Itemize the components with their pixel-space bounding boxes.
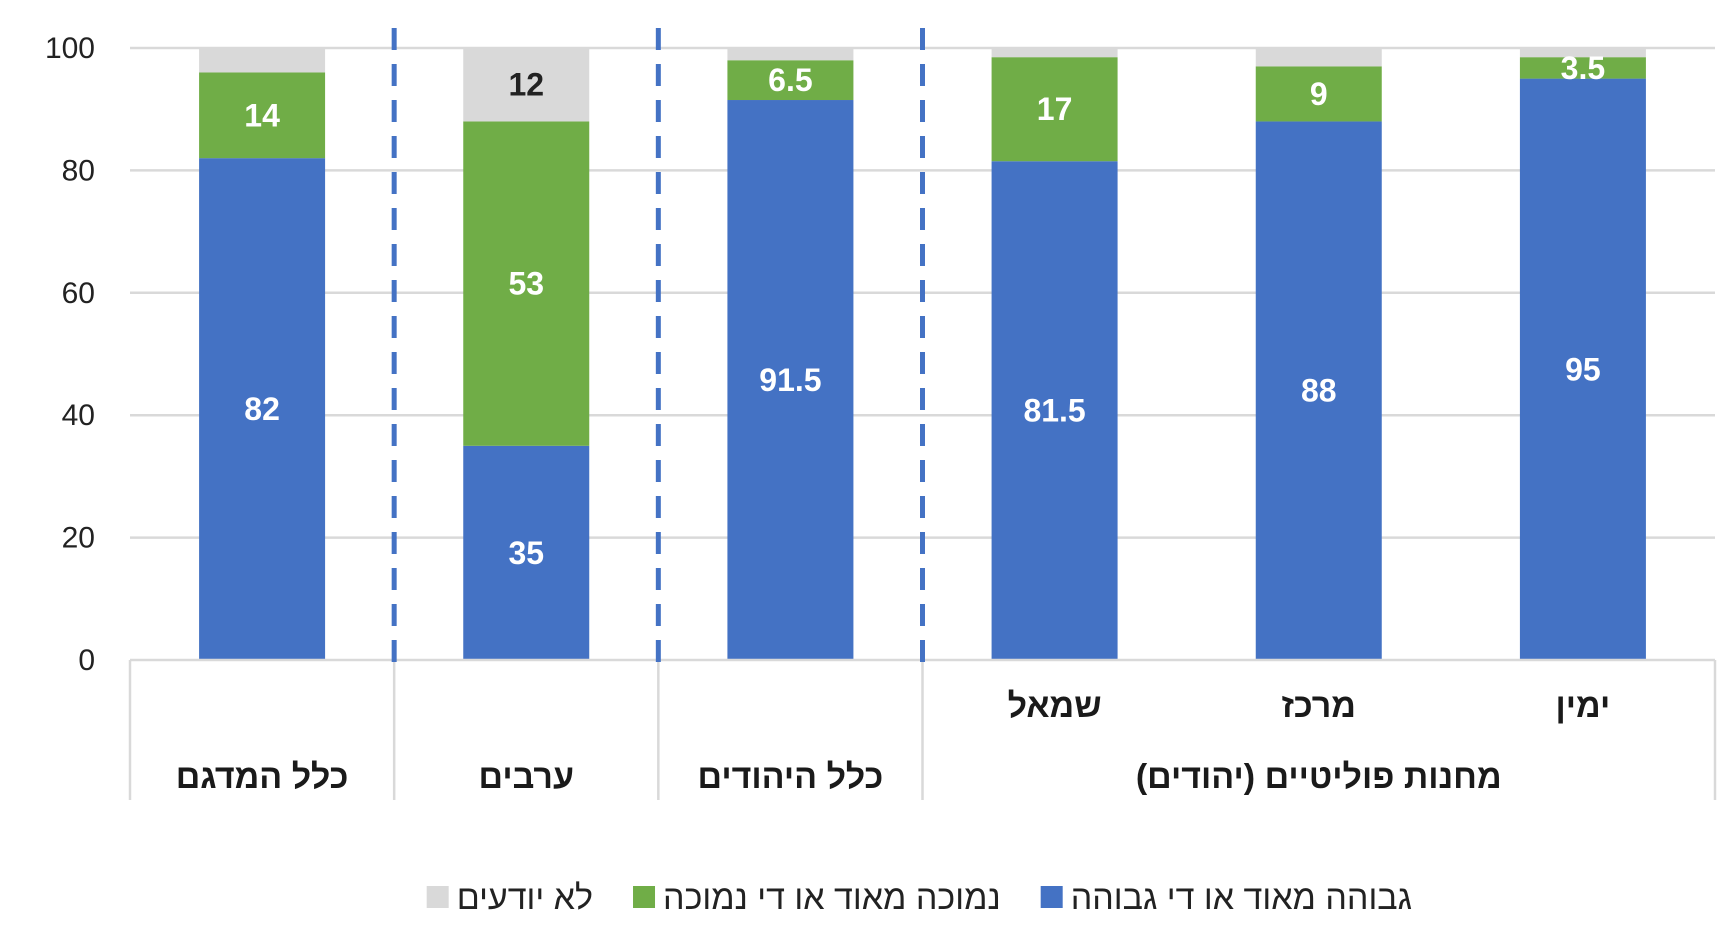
axes: 0 20 40 60 80 100 ימין מרכז שמאל מחנות פוליטיים (…	[45, 28, 1717, 800]
bar-segment	[1255, 48, 1382, 67]
bar-segment	[727, 60, 854, 101]
bar-segment	[1519, 48, 1646, 58]
data-label: 14	[244, 97, 280, 133]
legend-label: לא יודעים	[457, 879, 593, 917]
legend-label: גבוהה מאוד או די גבוהה	[1071, 879, 1412, 917]
bar-segment	[1519, 57, 1646, 79]
y-tick-label: 60	[62, 277, 95, 310]
data-label: 6.5	[768, 62, 812, 98]
bar-segment	[463, 48, 590, 122]
bar-segment	[199, 72, 326, 159]
y-tick-label: 20	[62, 522, 95, 555]
bar-segment	[199, 48, 326, 73]
x-category-label: ימין	[1556, 687, 1611, 725]
legend-label: נמוכה מאוד או די נמוכה	[663, 879, 1001, 917]
bar-segment	[463, 445, 590, 660]
bar-segment	[199, 158, 326, 660]
bar-segment	[1519, 78, 1646, 661]
bar-segment	[1255, 66, 1382, 122]
data-label: 3.5	[1561, 50, 1605, 86]
legend-swatch	[633, 886, 656, 908]
x-group-label: ערבים	[479, 758, 574, 796]
data-label: 82	[244, 391, 280, 427]
x-group-label: כלל המדגם	[176, 758, 349, 796]
bar-segment	[991, 161, 1118, 660]
x-group-label: כלל היהודים	[698, 758, 884, 796]
data-label: 88	[1301, 373, 1337, 409]
data-label: 35	[508, 535, 544, 571]
data-label: 12	[508, 67, 544, 103]
bar-segment	[727, 48, 854, 61]
y-tick-label: 100	[45, 32, 95, 65]
bar-segment	[463, 121, 590, 446]
legend-swatch	[1040, 886, 1063, 908]
bars	[199, 48, 1646, 661]
data-label: 91.5	[759, 362, 821, 398]
y-tick-label: 0	[78, 644, 95, 677]
y-tick-label: 40	[62, 399, 95, 432]
data-label: 95	[1565, 351, 1601, 387]
bar-segment	[991, 57, 1118, 162]
data-label: 81.5	[1023, 393, 1085, 429]
bar-segment	[991, 48, 1118, 58]
x-category-label: שמאל	[1008, 687, 1102, 725]
data-label: 9	[1310, 76, 1328, 112]
bar-segment	[727, 100, 854, 660]
data-label: 53	[508, 266, 544, 302]
data-label: 17	[1037, 91, 1073, 127]
x-category-label: מרכז	[1282, 687, 1357, 725]
data-labels: 95 3.5 88 9 81.5 17 91.5 6.5 35 53 12 82 14	[244, 50, 1605, 571]
bar-segment	[1255, 121, 1382, 660]
legend: גבוהה מאוד או די גבוהה נמוכה מאוד או די נ…	[426, 879, 1412, 917]
legend-swatch	[426, 886, 449, 908]
x-group-label: מחנות פוליטיים (יהודים)	[1136, 758, 1502, 796]
y-tick-label: 80	[62, 154, 95, 187]
